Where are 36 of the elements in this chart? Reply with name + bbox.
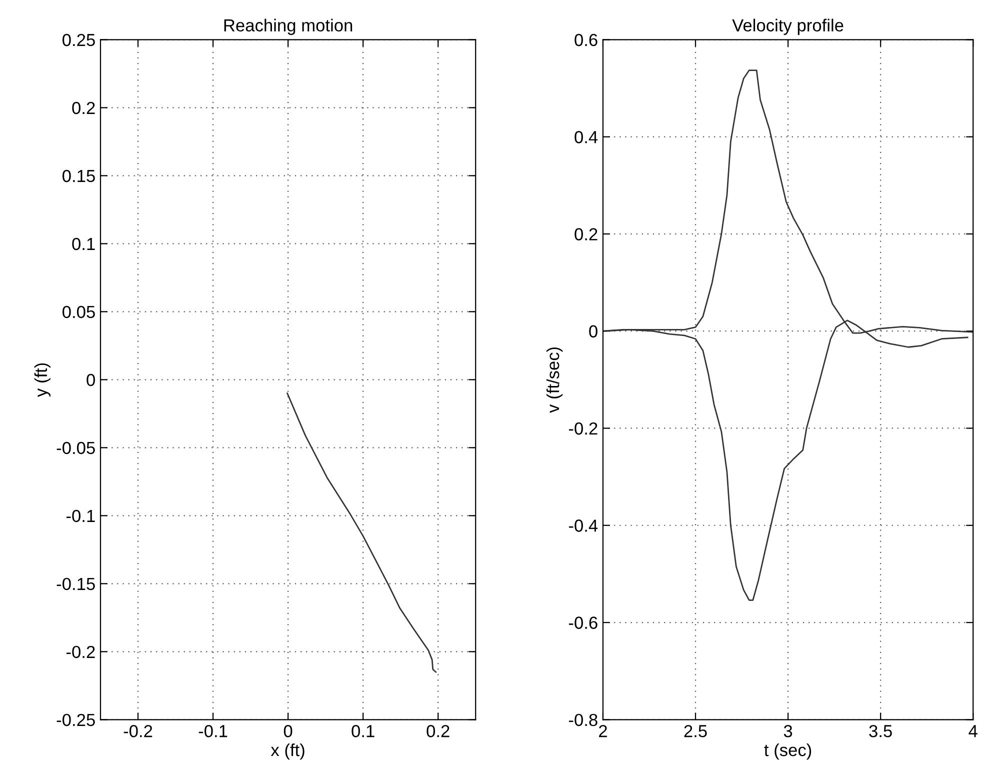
y-tick-label: 0 [589, 325, 598, 338]
x-tick-label: 0 [284, 724, 292, 738]
chart-title: Reaching motion [224, 18, 352, 35]
x-tick-label: -0.2 [124, 724, 152, 738]
y-tick-label: -0.4 [568, 520, 598, 532]
y-tick-label: 0 [86, 374, 95, 386]
x-tick-label: 0.2 [426, 724, 450, 738]
y-tick-label: 0.1 [72, 238, 95, 250]
y-tick-label: -0.15 [56, 578, 95, 590]
y-tick-label: 0.15 [62, 170, 95, 182]
x-axis-title: x (ft) [270, 743, 304, 760]
x-tick-label: 0.1 [352, 724, 374, 738]
x-axis-title: t (sec) [764, 743, 812, 760]
x-tick-label: 2 [599, 724, 607, 738]
x-tick-label: -0.1 [198, 724, 228, 738]
y-tick-label: 0.2 [72, 102, 95, 114]
y-tick-label: 0.4 [574, 130, 598, 144]
y-tick-label: -0.1 [66, 510, 95, 522]
x-tick-label: 4 [968, 725, 978, 738]
y-tick-label: -0.05 [56, 442, 95, 454]
y-tick-label: -0.2 [568, 422, 598, 435]
y-tick-label: -0.2 [66, 646, 95, 658]
y-tick-label: 0.6 [574, 34, 598, 46]
x-tick-label: 2.5 [684, 724, 707, 738]
y-tick-label: 0.2 [574, 228, 598, 240]
chart-title: Velocity profile [732, 18, 844, 35]
y-tick-label: 0.05 [62, 306, 95, 318]
y-tick-label: -0.25 [56, 714, 95, 726]
y-axis-title: v (ft/sec) [546, 347, 563, 413]
x-tick-label: 3.5 [869, 724, 892, 738]
y-tick-label: -0.6 [568, 616, 598, 629]
y-tick-label: -0.8 [568, 714, 598, 726]
y-axis-title: y (ft) [34, 363, 51, 397]
line-series [286, 392, 437, 673]
y-tick-label: 0.25 [62, 34, 95, 46]
x-tick-label: 3 [784, 724, 792, 738]
